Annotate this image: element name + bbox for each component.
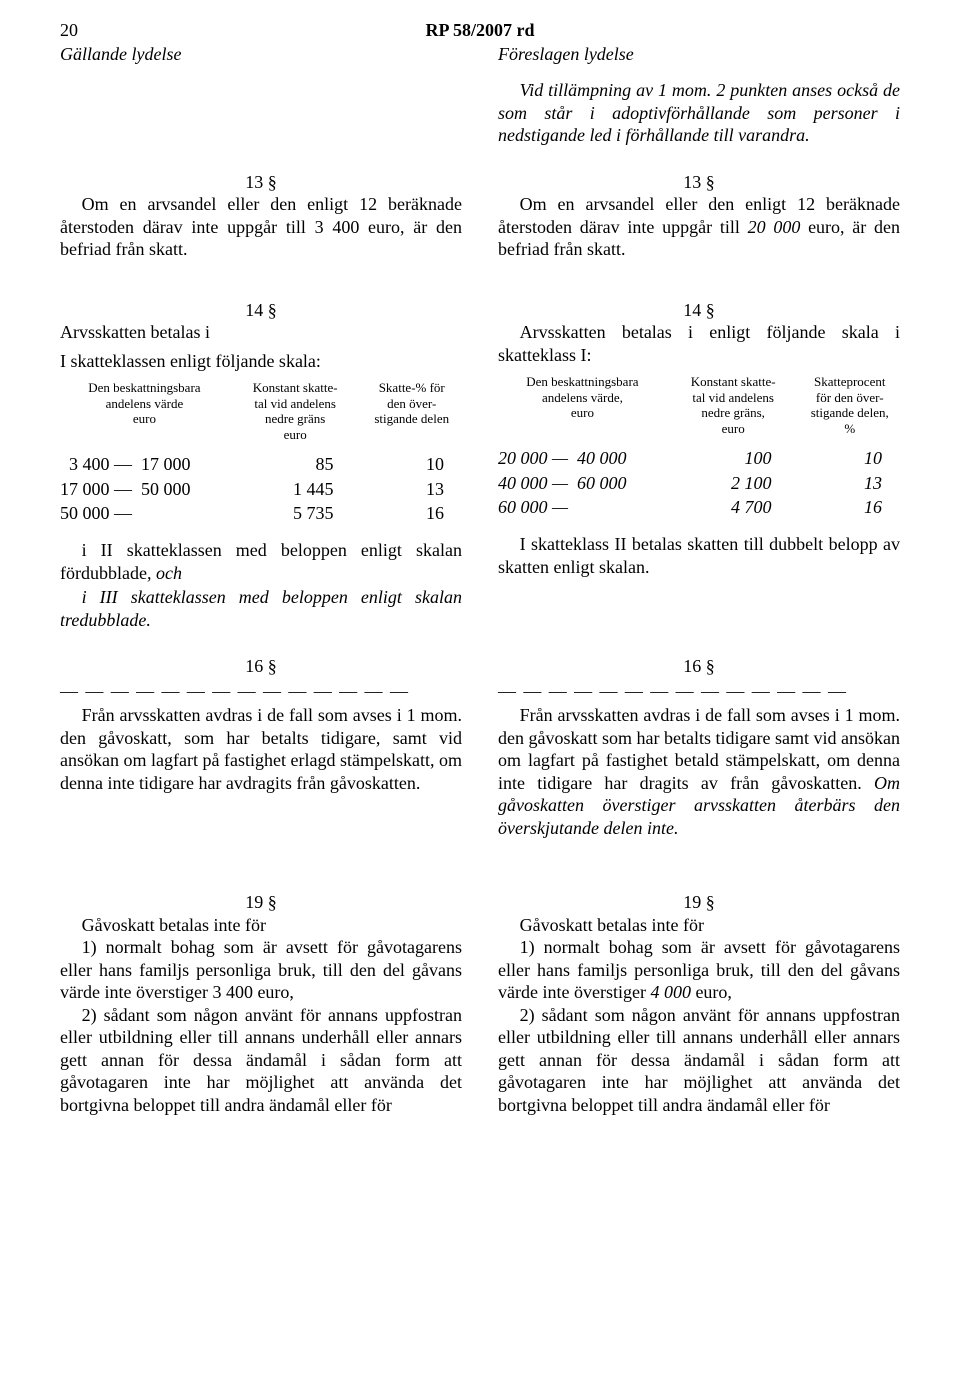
table-row: 60 000 — 4 700 16: [498, 495, 900, 519]
s14-right-intro: Arvsskatten betalas i enligt följande sk…: [498, 321, 900, 366]
section-16-num-r: 16 §: [498, 655, 900, 678]
intro-row: Vid tillämpning av 1 mom. 2 punkten anse…: [60, 79, 900, 161]
s14-left-after: i II skatteklassen med beloppen enligt s…: [60, 539, 462, 584]
lth1: Den beskattningsbara andelens värde euro: [60, 380, 229, 442]
rth2: Konstant skatte- tal vid andelens nedre …: [667, 374, 800, 436]
section-13-num: 13 §: [60, 171, 462, 194]
table-row: 20 000 — 40 000 100 10: [498, 446, 900, 470]
section-16: 16 § — — — — — — — — — — — — — — Från ar…: [60, 645, 900, 853]
table-row: 50 000 — 5 735 16: [60, 501, 462, 525]
s13-left-text: Om en arvsandel eller den enligt 12 berä…: [60, 193, 462, 261]
table-row: 3 400 — 17 000 85 10: [60, 452, 462, 476]
section-14-num-r: 14 §: [498, 299, 900, 322]
s14-left-after2: i III skatteklassen med beloppen enligt …: [60, 586, 462, 631]
section-14: 14 § Arvsskatten betalas i I skatteklass…: [60, 289, 900, 646]
left-table-header: Den beskattningsbara andelens värde euro…: [60, 380, 462, 442]
s14-left-intro2: I skatteklassen enligt följande skala:: [60, 350, 462, 373]
s19-right-1: 1) normalt bohag som är avsett för gåvot…: [498, 936, 900, 1004]
section-13-num-r: 13 §: [498, 171, 900, 194]
table-row: 40 000 — 60 000 2 100 13: [498, 471, 900, 495]
rth3: Skatteprocent för den över- stigande del…: [799, 374, 900, 436]
right-table-header: Den beskattningsbara andelens värde, eur…: [498, 374, 900, 436]
heading-foreslagen: Föreslagen lydelse: [480, 44, 900, 65]
s16-right: Från arvsskatten avdras i de fall som av…: [498, 704, 900, 839]
s19-right-2: 2) sådant som någon använt för annans up…: [498, 1004, 900, 1117]
table-row: 17 000 — 50 000 1 445 13: [60, 477, 462, 501]
section-19-num: 19 §: [60, 891, 462, 914]
s13-right-text: Om en arvsandel eller den enligt 12 berä…: [498, 193, 900, 261]
s16-left: Från arvsskatten avdras i de fall som av…: [60, 704, 462, 794]
rth1: Den beskattningsbara andelens värde, eur…: [498, 374, 667, 436]
s19-left-intro: Gåvoskatt betalas inte för: [60, 914, 462, 937]
section-14-num: 14 §: [60, 299, 462, 322]
s19-right-intro: Gåvoskatt betalas inte för: [498, 914, 900, 937]
s19-left-1: 1) normalt bohag som är avsett för gåvot…: [60, 936, 462, 1004]
page: 20 RP 58/2007 rd Gällande lydelse Föresl…: [0, 0, 960, 1156]
section-19-num-r: 19 §: [498, 891, 900, 914]
dashes-r: — — — — — — — — — — — — — —: [498, 680, 900, 703]
s14-left-intro1: Arvsskatten betalas i: [60, 321, 462, 344]
section-19: 19 § Gåvoskatt betalas inte för 1) norma…: [60, 881, 900, 1116]
dashes: — — — — — — — — — — — — — —: [60, 680, 462, 703]
lth2: Konstant skatte- tal vid andelens nedre …: [229, 380, 362, 442]
page-number: 20: [60, 20, 100, 41]
s19-left-2: 2) sådant som någon använt för annans up…: [60, 1004, 462, 1117]
page-header: 20 RP 58/2007 rd: [60, 20, 900, 41]
heading-gallande: Gällande lydelse: [60, 44, 480, 65]
section-13: 13 § Om en arvsandel eller den enligt 12…: [60, 161, 900, 275]
section-16-num: 16 §: [60, 655, 462, 678]
intro-paragraph: Vid tillämpning av 1 mom. 2 punkten anse…: [498, 79, 900, 147]
lth3: Skatte-% för den över- stigande delen: [361, 380, 462, 442]
s14-right-after: I skatteklass II betalas skatten till du…: [498, 533, 900, 578]
doc-title: RP 58/2007 rd: [100, 20, 860, 41]
column-headings: Gällande lydelse Föreslagen lydelse: [60, 44, 900, 65]
